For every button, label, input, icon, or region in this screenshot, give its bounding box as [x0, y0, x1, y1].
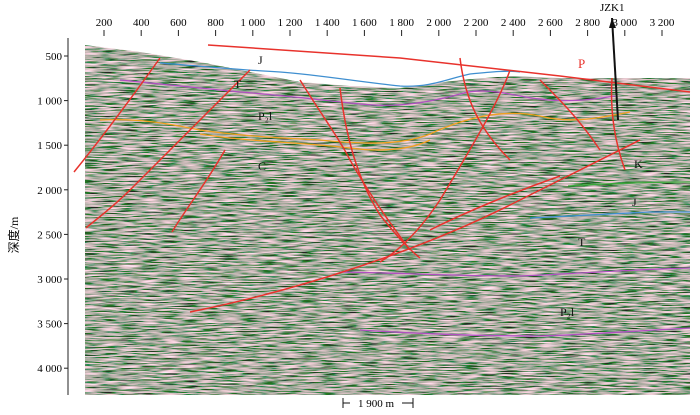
x-tick-label: 2 000	[426, 17, 451, 29]
faults	[73, 44, 691, 313]
horizon-labels: J T P₂l C K J T P₂l	[234, 53, 643, 319]
label-C: C	[258, 159, 266, 173]
horizon-T-lower	[339, 267, 691, 277]
x-tick-label: 800	[207, 17, 224, 29]
fault-1	[73, 57, 161, 173]
fault-9	[610, 77, 626, 171]
seismic-data	[85, 45, 690, 395]
y-tick-label: 3 000	[37, 274, 62, 286]
fault-2	[85, 69, 251, 229]
y-tick-label: 2 000	[37, 185, 62, 197]
y-tick-label: 1 500	[37, 140, 62, 152]
x-tick-label: 600	[170, 17, 187, 29]
horizons	[99, 62, 691, 337]
x-tick-label: 3 200	[650, 17, 675, 29]
fault-short-1	[429, 175, 561, 231]
horizon-J-upper	[159, 62, 521, 87]
well-JZK1: JZK1	[600, 2, 624, 121]
y-tick-label: 500	[46, 51, 63, 63]
y-axis: 500 1 000 1 500 2 000 2 500 3 000 3 500 4 000	[37, 51, 68, 375]
label-T-lower: T	[578, 235, 586, 249]
x-tick-label: 1 200	[278, 17, 303, 29]
label-J-upper: J	[258, 53, 263, 67]
horizon-K	[567, 181, 691, 187]
horizon-P2l-upper-b	[199, 133, 431, 151]
fault-4	[299, 79, 411, 251]
fault-6	[459, 57, 511, 161]
x-tick-label: 400	[133, 17, 150, 29]
x-tick-label: 2 800	[575, 17, 600, 29]
fault-5	[339, 87, 421, 259]
horizon-T-upper	[119, 79, 616, 106]
y-tick-label: 1 000	[37, 96, 62, 108]
fault-8	[539, 79, 601, 151]
label-T-upper: T	[234, 77, 242, 91]
x-tick-label: 1 800	[389, 17, 414, 29]
x-tick-label: 1 600	[352, 17, 377, 29]
horizon-J-lower	[529, 211, 690, 219]
fault-7	[379, 69, 511, 263]
y-axis-title: 深度/m	[6, 216, 21, 253]
x-tick-label: 1 000	[240, 17, 265, 29]
label-K: K	[634, 157, 643, 171]
x-tick-label: 2 400	[501, 17, 526, 29]
y-tick-label: 2 500	[37, 229, 62, 241]
label-J-lower: J	[632, 195, 637, 209]
label-P2l-lower: P₂l	[560, 305, 575, 319]
fault-main-top	[207, 44, 691, 93]
scale-bar: 1 900 m	[342, 396, 414, 410]
x-tick-label: 2 600	[538, 17, 563, 29]
label-P2l-upper: P₂l	[258, 109, 273, 123]
x-tick-label: 2 200	[464, 17, 489, 29]
fault-long-diag	[189, 139, 641, 313]
y-tick-label: 4 000	[37, 363, 62, 375]
x-tick-label: 1 400	[315, 17, 340, 29]
horizon-P2l-upper	[99, 111, 631, 144]
fault-P-label: P	[578, 56, 585, 71]
horizon-P2l-lower	[359, 327, 691, 337]
x-axis: 200 400 600 800 1 000 1 200 1 400 1 600 1 800 2 0…	[96, 17, 675, 36]
fault-3	[171, 149, 226, 233]
scale-bar-label: 1 900 m	[358, 398, 395, 410]
y-tick-label: 3 500	[37, 319, 62, 331]
x-tick-label: 200	[96, 17, 113, 29]
well-label: JZK1	[600, 2, 624, 14]
x-tick-label: 3 000	[612, 17, 637, 29]
